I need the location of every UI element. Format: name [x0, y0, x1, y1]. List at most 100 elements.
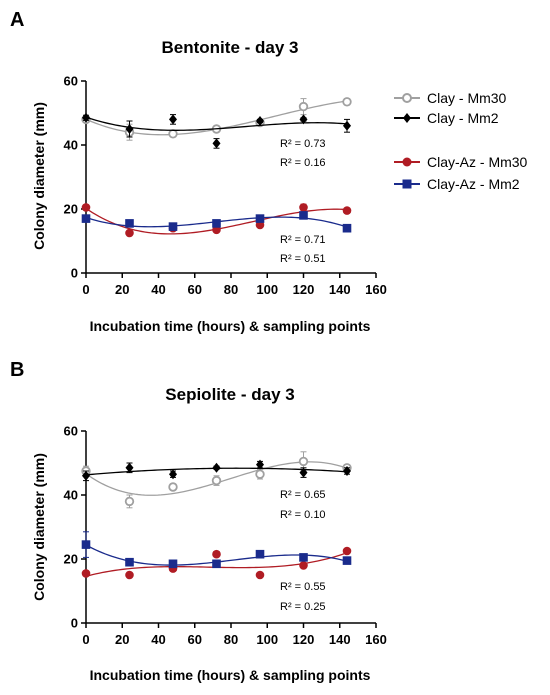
- y-axis-label-a: Colony diameter (mm): [31, 102, 47, 250]
- r2-annotation-clayaz-mm30-a: R² = 0.71: [280, 234, 326, 246]
- x-tick-label-b: 160: [365, 632, 387, 647]
- r2-annotation-clayaz-mm2-a: R² = 0.51: [280, 253, 326, 265]
- trend-line-clay-mm2-a: [85, 116, 348, 131]
- plot-area-b: 0 20 40 60 0 20 40 60 80 100 120 140 160: [64, 424, 387, 648]
- x-tick-label-a: 160: [365, 282, 387, 297]
- x-tick-label-b: 40: [151, 632, 165, 647]
- r2-annotation-clayaz-mm30-b: R² = 0.55: [280, 581, 326, 593]
- x-tick-label-a: 0: [82, 282, 89, 297]
- legend-marker-clay-mm30: [402, 93, 412, 103]
- chart-title-b: Sepiolite - day 3: [165, 385, 294, 404]
- data-point-clay-az-mm2-b: [212, 559, 221, 569]
- data-point-clay-az-mm2-a: [168, 222, 178, 231]
- legend-item-clayaz-mm30: Clay-Az - Mm30: [394, 154, 528, 170]
- r2-annotation-clay-mm2-b: R² = 0.10: [280, 509, 326, 521]
- x-tick-label-a: 20: [115, 282, 129, 297]
- data-point-clay-mm2-a: [212, 138, 221, 149]
- x-tick-label-a: 100: [256, 282, 278, 297]
- y-axis-label-b: Colony diameter (mm): [31, 453, 47, 601]
- data-point-clay-mm30-b: [298, 456, 309, 467]
- data-point-clay-mm2-a: [299, 114, 308, 125]
- data-point-clay-mm30-b: [255, 469, 265, 479]
- y-tick-label-b: 40: [64, 488, 78, 503]
- data-point-clay-mm2-a: [125, 124, 134, 134]
- legend-marker-clayaz-mm30: [402, 157, 412, 167]
- data-point-clay-az-mm2-b: [125, 557, 134, 567]
- data-point-clay-mm30-a: [342, 97, 352, 107]
- data-point-clay-az-mm2-a: [342, 223, 352, 233]
- y-tick-label-a: 40: [64, 138, 78, 153]
- y-tick-label-b: 20: [64, 552, 78, 567]
- data-point-clay-az-mm2-a: [212, 219, 221, 228]
- panel-b: B Sepiolite - day 3 Incubation time (hou…: [10, 359, 387, 683]
- data-point-clay-az-mm30-b: [255, 570, 265, 580]
- legend-item-clayaz-mm2: Clay-Az - Mm2: [394, 176, 520, 192]
- legend-marker-clay-mm2: [403, 113, 411, 123]
- legend-label-clayaz-mm30: Clay-Az - Mm30: [427, 154, 528, 170]
- data-point-clay-mm2-a: [82, 112, 90, 123]
- data-point-clay-az-mm30-b: [299, 561, 308, 570]
- x-tick-label-b: 0: [82, 632, 89, 647]
- x-tick-label-b: 140: [329, 632, 351, 647]
- data-point-clay-mm30-a: [168, 129, 178, 139]
- y-tick-label-a: 20: [64, 202, 78, 217]
- data-point-clay-mm2-b: [82, 470, 90, 481]
- data-point-clay-mm2-b: [212, 462, 221, 473]
- x-tick-label-a: 140: [329, 282, 351, 297]
- data-point-clay-az-mm30-a: [125, 228, 134, 238]
- data-point-clay-az-mm2-b: [168, 559, 178, 569]
- data-point-clay-mm30-a: [298, 101, 309, 112]
- data-point-clay-az-mm2-a: [299, 211, 308, 220]
- legend-label-clay-mm2: Clay - Mm2: [427, 110, 499, 126]
- data-point-clay-az-mm2-b: [342, 556, 352, 565]
- x-tick-label-b: 100: [256, 632, 278, 647]
- x-tick-label-b: 60: [188, 632, 202, 647]
- data-point-clay-az-mm30-b: [342, 546, 352, 556]
- y-tick-label-a: 0: [71, 266, 78, 281]
- x-tick-label-a: 60: [188, 282, 202, 297]
- legend-item-clay-mm2: Clay - Mm2: [394, 110, 499, 126]
- x-tick-label-a: 80: [224, 282, 238, 297]
- data-point-clay-mm2-b: [125, 462, 134, 473]
- data-point-clay-mm30-b: [124, 496, 135, 507]
- y-tick-label-a: 60: [64, 74, 78, 89]
- data-point-clay-mm2-a: [169, 114, 177, 125]
- r2-annotation-clay-mm30-b: R² = 0.65: [280, 489, 326, 501]
- data-point-clay-mm2-b: [256, 459, 264, 470]
- x-tick-label-b: 80: [224, 632, 238, 647]
- data-point-clay-az-mm30-a: [81, 203, 91, 212]
- legend-label-clay-mm30: Clay - Mm30: [427, 90, 507, 106]
- data-point-clay-mm30-b: [168, 482, 178, 492]
- legend: Clay - Mm30 Clay - Mm2 Clay-Az - Mm30 Cl…: [394, 90, 528, 192]
- data-point-clay-az-mm2-a: [255, 214, 265, 223]
- plot-area-a: 0 20 40 60 0 20 40 60 80 100 120 140 160: [64, 74, 387, 298]
- data-point-clay-mm30-b: [211, 475, 222, 486]
- legend-item-clay-mm30: Clay - Mm30: [394, 90, 507, 106]
- data-point-clay-az-mm30-b: [81, 569, 91, 578]
- x-tick-label-b: 20: [115, 632, 129, 647]
- panel-a: A Bentonite - day 3 Incubation time (hou…: [10, 9, 387, 334]
- r2-annotation-clay-mm30-a: R² = 0.73: [280, 138, 326, 150]
- x-tick-label-a: 40: [151, 282, 165, 297]
- x-axis-label-b: Incubation time (hours) & sampling point…: [90, 667, 371, 683]
- data-point-clay-az-mm30-a: [299, 203, 308, 212]
- x-tick-label-a: 120: [293, 282, 315, 297]
- panel-letter-b: B: [10, 359, 24, 381]
- r2-annotation-clay-mm2-a: R² = 0.16: [280, 157, 326, 169]
- y-tick-label-b: 60: [64, 424, 78, 439]
- data-point-clay-az-mm2-b: [255, 549, 265, 559]
- data-point-clay-mm2-a: [256, 116, 264, 126]
- data-point-clay-mm2-b: [299, 467, 308, 478]
- data-point-clay-az-mm30-a: [342, 206, 352, 215]
- x-axis-label-a: Incubation time (hours) & sampling point…: [90, 318, 371, 334]
- y-tick-label-b: 0: [71, 616, 78, 631]
- data-point-clay-mm2-a: [343, 120, 351, 131]
- r2-annotation-clayaz-mm2-b: R² = 0.25: [280, 601, 326, 613]
- chart-title-a: Bentonite - day 3: [162, 38, 299, 57]
- data-point-clay-az-mm2-b: [81, 540, 91, 549]
- data-point-clay-az-mm2-a: [81, 214, 91, 223]
- data-point-clay-az-mm2-a: [125, 219, 134, 228]
- data-point-clay-az-mm2-b: [299, 553, 308, 562]
- panel-letter-a: A: [10, 9, 24, 31]
